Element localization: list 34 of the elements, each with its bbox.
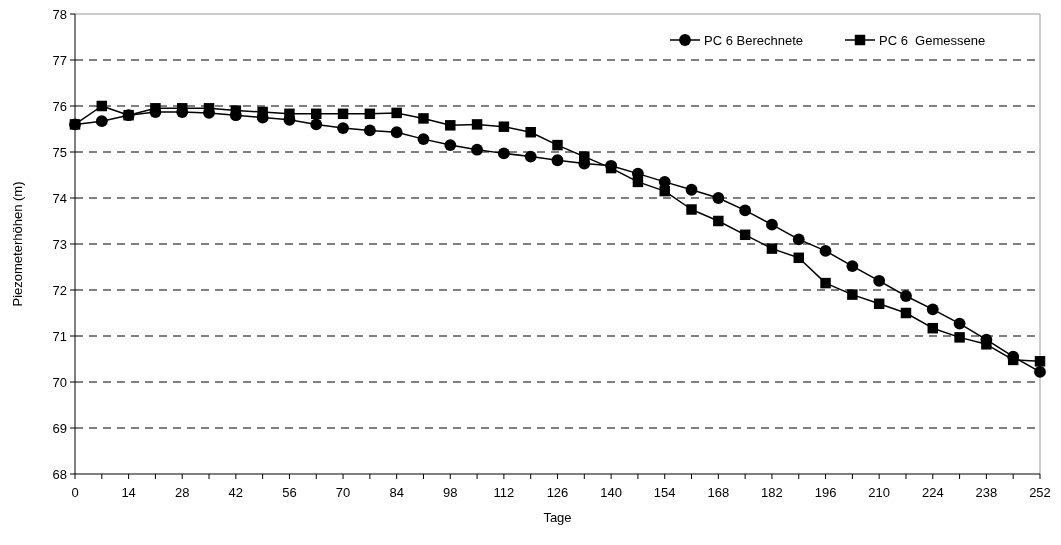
x-tick-label: 42 bbox=[228, 485, 244, 500]
y-axis-title: Piezometerhöhen (m) bbox=[10, 181, 25, 307]
x-tick-label: 182 bbox=[761, 485, 783, 500]
x-axis-title: Tage bbox=[543, 510, 572, 525]
x-tick-label: 168 bbox=[707, 485, 730, 500]
x-tick-label: 56 bbox=[282, 485, 297, 500]
y-tick-label: 70 bbox=[52, 374, 67, 390]
x-tick-label: 112 bbox=[493, 485, 515, 500]
y-tick-label: 74 bbox=[52, 190, 67, 206]
y-tick-label: 72 bbox=[52, 282, 67, 298]
x-tick-label: 196 bbox=[814, 485, 837, 500]
x-tick-label: 154 bbox=[653, 485, 676, 500]
legend-label: PC 6 Gemessene bbox=[879, 32, 986, 48]
x-tick-label: 70 bbox=[335, 485, 351, 500]
y-tick-label: 68 bbox=[52, 466, 67, 482]
x-tick-label: 126 bbox=[546, 485, 569, 500]
legend-label: PC 6 Berechnete bbox=[704, 32, 804, 48]
x-tick-label: 140 bbox=[600, 485, 622, 500]
x-tick-label: 252 bbox=[1029, 485, 1051, 500]
y-tick-label: 71 bbox=[52, 328, 67, 344]
y-tick-label: 76 bbox=[52, 98, 67, 114]
x-tick-label: 84 bbox=[389, 485, 404, 500]
y-tick-label: 78 bbox=[52, 6, 67, 22]
y-tick-label: 73 bbox=[52, 236, 67, 252]
x-tick-label: 224 bbox=[921, 485, 944, 500]
y-tick-label: 75 bbox=[52, 144, 67, 160]
y-tick-label: 69 bbox=[52, 420, 67, 436]
x-tick-label: 238 bbox=[975, 485, 998, 500]
x-tick-label: 98 bbox=[443, 485, 458, 500]
x-tick-label: 0 bbox=[71, 485, 79, 500]
x-tick-label: 14 bbox=[121, 485, 136, 500]
x-tick-label: 210 bbox=[868, 485, 891, 500]
y-tick-label: 77 bbox=[52, 52, 67, 68]
x-tick-label: 28 bbox=[174, 485, 190, 500]
